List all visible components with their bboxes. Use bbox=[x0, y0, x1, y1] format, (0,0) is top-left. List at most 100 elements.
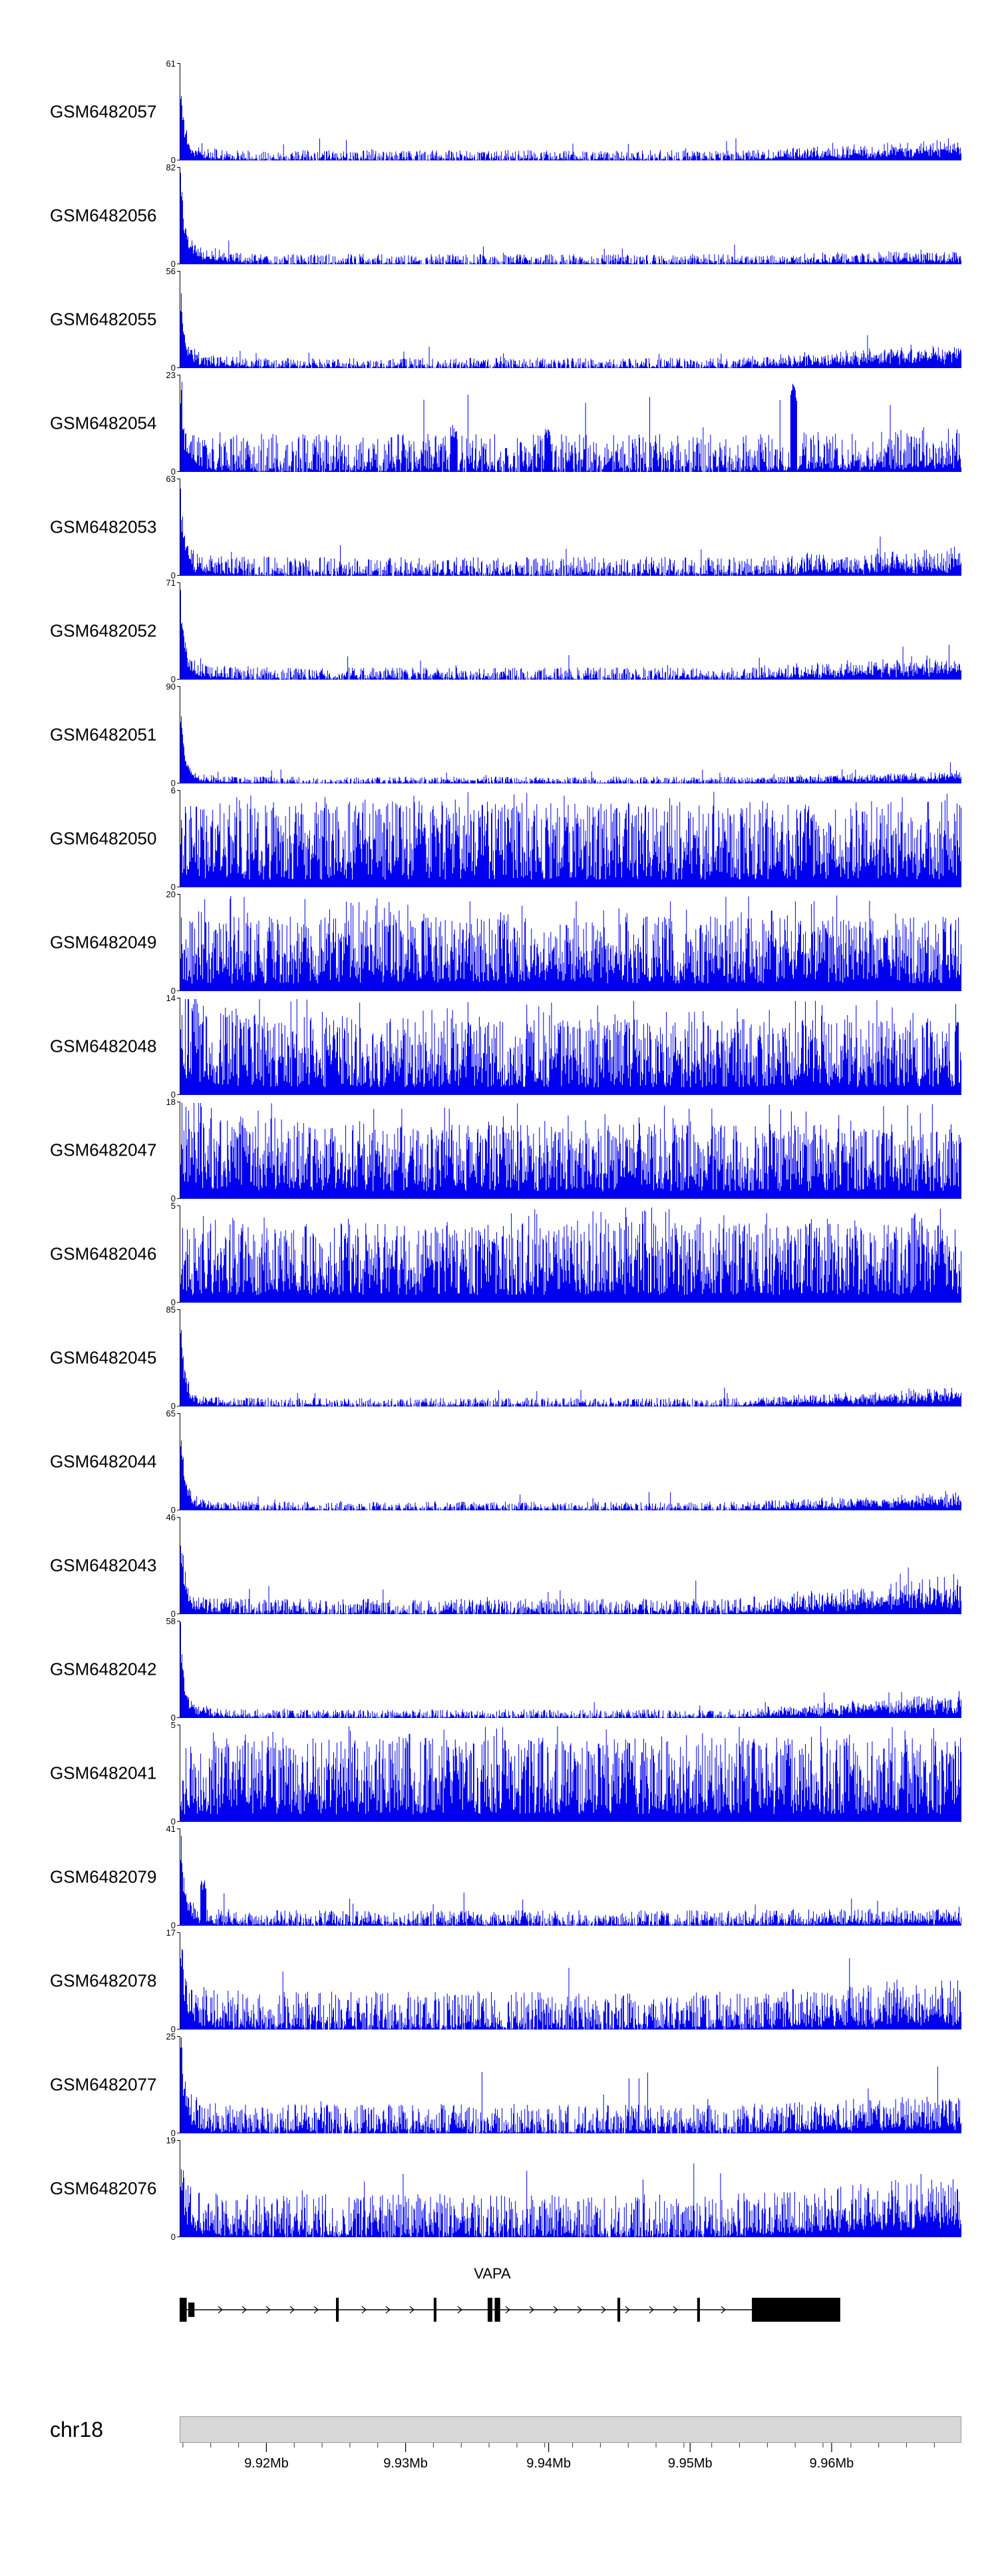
track-plot: 58 0 bbox=[166, 1616, 961, 1723]
track-label: GSM6482045 bbox=[50, 1347, 157, 1368]
track-plot: 17 0 bbox=[166, 1928, 961, 2034]
yaxis-max-label: 20 bbox=[166, 889, 176, 899]
yaxis-max-label: 61 bbox=[166, 59, 176, 69]
track-label: GSM6482049 bbox=[50, 932, 157, 953]
track-row: GSM6482046 5 0 bbox=[0, 1201, 998, 1307]
track-label: GSM6482042 bbox=[50, 1659, 157, 1679]
track-row: GSM6482043 46 0 bbox=[0, 1512, 998, 1619]
coverage-histogram bbox=[177, 1205, 961, 1303]
coverage-histogram bbox=[177, 894, 961, 991]
yaxis-max-label: 17 bbox=[166, 1928, 176, 1938]
track-label: GSM6482050 bbox=[50, 828, 157, 849]
yaxis-zero-label: 0 bbox=[170, 155, 176, 165]
coverage-histogram bbox=[177, 1517, 961, 1614]
track-row: GSM6482048 14 0 bbox=[0, 993, 998, 1100]
coverage-histogram bbox=[177, 1102, 961, 1199]
track-plot: 56 0 bbox=[166, 266, 961, 373]
coverage-tracks: GSM6482057 61 0 GSM6482056 82 0 GSM6482055 56 0 G… bbox=[0, 59, 998, 2242]
coverage-histogram bbox=[177, 271, 961, 368]
track-label: GSM6482078 bbox=[50, 1970, 157, 1991]
chromosome-label: chr18 bbox=[50, 2418, 104, 2442]
track-plot: 41 0 bbox=[166, 1824, 961, 1930]
coverage-histogram bbox=[177, 1828, 961, 1926]
track-row: GSM6482077 25 0 bbox=[0, 2032, 998, 2138]
track-label: GSM6482047 bbox=[50, 1140, 157, 1160]
coverage-histogram bbox=[177, 375, 961, 472]
strand-direction-arrow-icon bbox=[625, 2306, 630, 2314]
yaxis-max-label: 6 bbox=[170, 785, 176, 795]
track-plot: 23 0 bbox=[166, 370, 961, 477]
exon-box bbox=[752, 2298, 840, 2322]
coverage-histogram bbox=[177, 790, 961, 887]
yaxis-zero-label: 0 bbox=[170, 570, 176, 580]
yaxis-zero-label: 0 bbox=[170, 1713, 176, 1723]
track-row: GSM6482050 6 0 bbox=[0, 785, 998, 892]
yaxis-zero-label: 0 bbox=[170, 778, 176, 788]
strand-direction-arrow-icon bbox=[361, 2306, 367, 2314]
yaxis-zero-label: 0 bbox=[170, 467, 176, 477]
track-plot: 90 0 bbox=[166, 682, 961, 788]
axis-tick-label: 9.96Mb bbox=[809, 2456, 854, 2471]
axis-tick-label: 9.93Mb bbox=[383, 2456, 428, 2471]
track-row: GSM6482051 90 0 bbox=[0, 682, 998, 788]
yaxis-zero-label: 0 bbox=[170, 1609, 176, 1619]
strand-direction-arrow-icon bbox=[505, 2306, 510, 2314]
track-plot: 46 0 bbox=[166, 1512, 961, 1619]
track-label: GSM6482044 bbox=[50, 1451, 157, 1472]
track-label: GSM6482077 bbox=[50, 2074, 157, 2095]
yaxis-max-label: 5 bbox=[170, 1720, 176, 1730]
coverage-histogram bbox=[177, 582, 961, 680]
exon-box bbox=[697, 2298, 700, 2322]
yaxis-max-label: 65 bbox=[166, 1408, 176, 1418]
yaxis-zero-label: 0 bbox=[170, 1193, 176, 1203]
track-row: GSM6482053 63 0 bbox=[0, 474, 998, 580]
track-label: GSM6482052 bbox=[50, 620, 157, 641]
yaxis-max-label: 23 bbox=[166, 370, 176, 380]
coverage-histogram bbox=[177, 1309, 961, 1406]
track-plot: 18 0 bbox=[166, 1097, 961, 1203]
exon-box bbox=[336, 2298, 339, 2322]
axis-tick-label: 9.92Mb bbox=[244, 2456, 289, 2471]
track-plot: 63 0 bbox=[166, 474, 961, 580]
yaxis-max-label: 82 bbox=[166, 162, 176, 172]
track-label: GSM6482043 bbox=[50, 1555, 157, 1576]
coverage-histogram bbox=[177, 2140, 961, 2237]
yaxis-max-label: 19 bbox=[166, 2135, 176, 2145]
coverage-histogram bbox=[177, 1725, 961, 1822]
yaxis-max-label: 90 bbox=[166, 682, 176, 692]
track-row: GSM6482042 58 0 bbox=[0, 1616, 998, 1723]
yaxis-zero-label: 0 bbox=[170, 1401, 176, 1411]
track-row: GSM6482041 5 0 bbox=[0, 1720, 998, 1826]
track-label: GSM6482055 bbox=[50, 309, 157, 329]
strand-direction-arrow-icon bbox=[409, 2306, 415, 2314]
strand-direction-arrow-icon bbox=[673, 2306, 678, 2314]
track-label: GSM6482048 bbox=[50, 1036, 157, 1056]
yaxis-max-label: 5 bbox=[170, 1201, 176, 1211]
yaxis-zero-label: 0 bbox=[170, 2024, 176, 2034]
yaxis-max-label: 85 bbox=[166, 1305, 176, 1315]
yaxis-zero-label: 0 bbox=[170, 363, 176, 373]
track-plot: 82 0 bbox=[166, 162, 961, 269]
track-label: GSM6482079 bbox=[50, 1866, 157, 1887]
track-row: GSM6482052 71 0 bbox=[0, 578, 998, 684]
yaxis-max-label: 41 bbox=[166, 1824, 176, 1834]
strand-direction-arrow-icon bbox=[721, 2306, 726, 2314]
coverage-histogram bbox=[177, 1932, 961, 2030]
exon-box bbox=[180, 2298, 187, 2322]
track-plot: 85 0 bbox=[166, 1305, 961, 1411]
yaxis-zero-label: 0 bbox=[170, 1817, 176, 1826]
exon-box bbox=[494, 2298, 500, 2322]
track-plot: 65 0 bbox=[166, 1408, 961, 1515]
gene-track: VAPA bbox=[180, 2260, 961, 2346]
yaxis-max-label: 71 bbox=[166, 578, 176, 588]
yaxis-zero-label: 0 bbox=[170, 1920, 176, 1930]
track-row: GSM6482057 61 0 bbox=[0, 59, 998, 165]
yaxis-zero-label: 0 bbox=[170, 259, 176, 269]
coverage-histogram bbox=[177, 998, 961, 1095]
track-row: GSM6482056 82 0 bbox=[0, 162, 998, 269]
strand-direction-arrow-icon bbox=[553, 2306, 558, 2314]
strand-direction-arrow-icon bbox=[601, 2306, 606, 2314]
